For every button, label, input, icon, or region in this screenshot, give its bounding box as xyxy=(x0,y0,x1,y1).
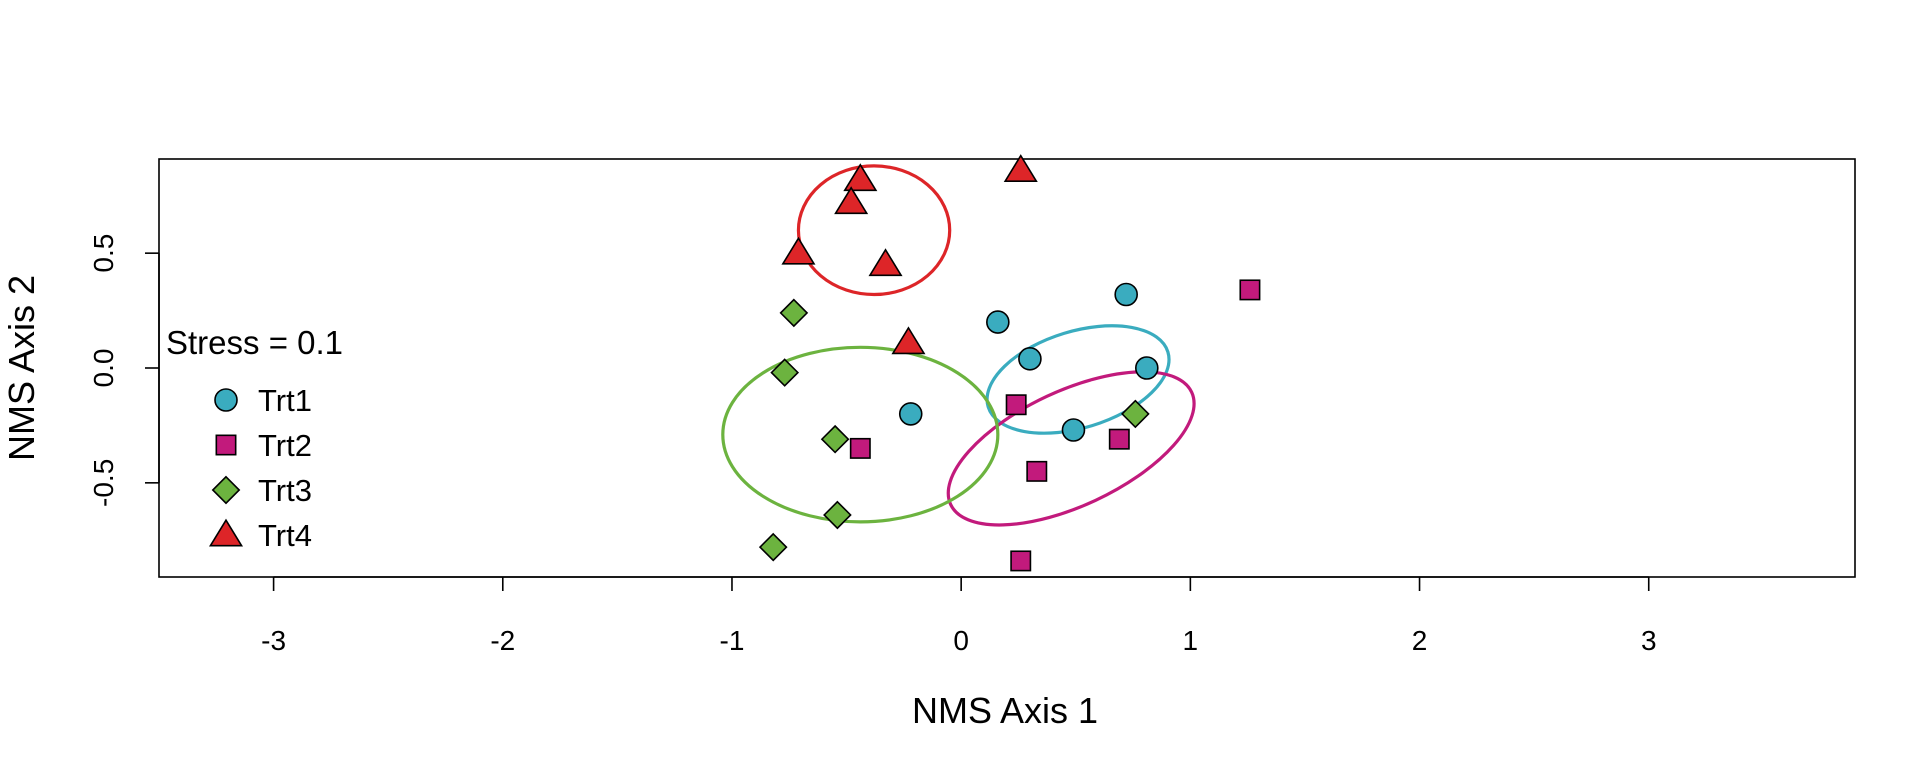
point-trt1 xyxy=(898,402,923,426)
point-trt4 xyxy=(834,186,869,215)
y-tick-label: 0.0 xyxy=(88,349,119,388)
y-axis: -0.5 0.0 0.5 xyxy=(88,234,160,507)
confidence-ellipses xyxy=(721,164,1196,527)
ellipse-trt4 xyxy=(796,164,952,297)
x-tick-label: 1 xyxy=(1183,625,1199,656)
x-axis: -3 -2 -1 0 1 2 3 xyxy=(261,576,1657,656)
point-trt4 xyxy=(868,248,903,277)
point-trt4 xyxy=(843,163,878,192)
stress-annotation: Stress = 0.1 xyxy=(166,324,343,361)
legend-label: Trt3 xyxy=(258,473,312,508)
x-tick-label: -2 xyxy=(490,625,515,656)
legend-label: Trt4 xyxy=(258,518,312,553)
point-trt2 xyxy=(1108,428,1130,450)
legend-marker-circle xyxy=(214,388,238,412)
ellipse-trt1 xyxy=(985,324,1171,435)
x-tick-label: 3 xyxy=(1641,625,1657,656)
point-trt1 xyxy=(1018,347,1042,371)
point-trt3 xyxy=(779,298,809,328)
ellipse-trt2 xyxy=(946,370,1196,527)
legend: Trt1 Trt2 Trt3 Trt4 xyxy=(208,383,312,553)
legend-label: Trt2 xyxy=(258,428,312,463)
point-trt4 xyxy=(1003,154,1038,182)
point-trt4 xyxy=(891,326,926,355)
y-tick-label: -0.5 xyxy=(88,459,119,507)
point-trt2 xyxy=(849,437,871,459)
point-trt1 xyxy=(1135,356,1159,380)
legend-marker-diamond xyxy=(211,475,241,505)
point-trt2 xyxy=(1026,460,1048,482)
y-axis-label: NMS Axis 2 xyxy=(1,275,42,461)
legend-item-trt1: Trt1 xyxy=(214,383,312,418)
point-trt1 xyxy=(1114,282,1138,307)
point-trt1 xyxy=(986,310,1010,334)
point-trt3 xyxy=(1121,399,1150,429)
ellipse-trt3 xyxy=(721,345,1000,524)
legend-item-trt4: Trt4 xyxy=(208,518,312,553)
legend-marker-square xyxy=(215,434,237,456)
point-trt3 xyxy=(823,500,852,530)
x-axis-label: NMS Axis 1 xyxy=(912,690,1098,731)
data-points xyxy=(758,154,1261,572)
legend-label: Trt1 xyxy=(258,383,312,418)
point-trt1 xyxy=(1061,418,1086,442)
point-trt2 xyxy=(1239,279,1261,301)
point-trt3 xyxy=(820,424,850,454)
y-tick-label: 0.5 xyxy=(88,234,119,273)
legend-item-trt3: Trt3 xyxy=(211,473,312,508)
point-trt3 xyxy=(770,358,800,387)
point-trt4 xyxy=(781,236,816,265)
legend-marker-triangle xyxy=(208,518,244,547)
x-tick-label: 2 xyxy=(1412,625,1428,656)
x-tick-label: -3 xyxy=(261,625,286,656)
point-trt2 xyxy=(1010,550,1032,572)
x-tick-label: 0 xyxy=(953,625,969,656)
x-tick-label: -1 xyxy=(720,625,745,656)
point-trt3 xyxy=(758,532,788,562)
legend-item-trt2: Trt2 xyxy=(215,428,312,463)
point-trt2 xyxy=(1005,394,1027,416)
